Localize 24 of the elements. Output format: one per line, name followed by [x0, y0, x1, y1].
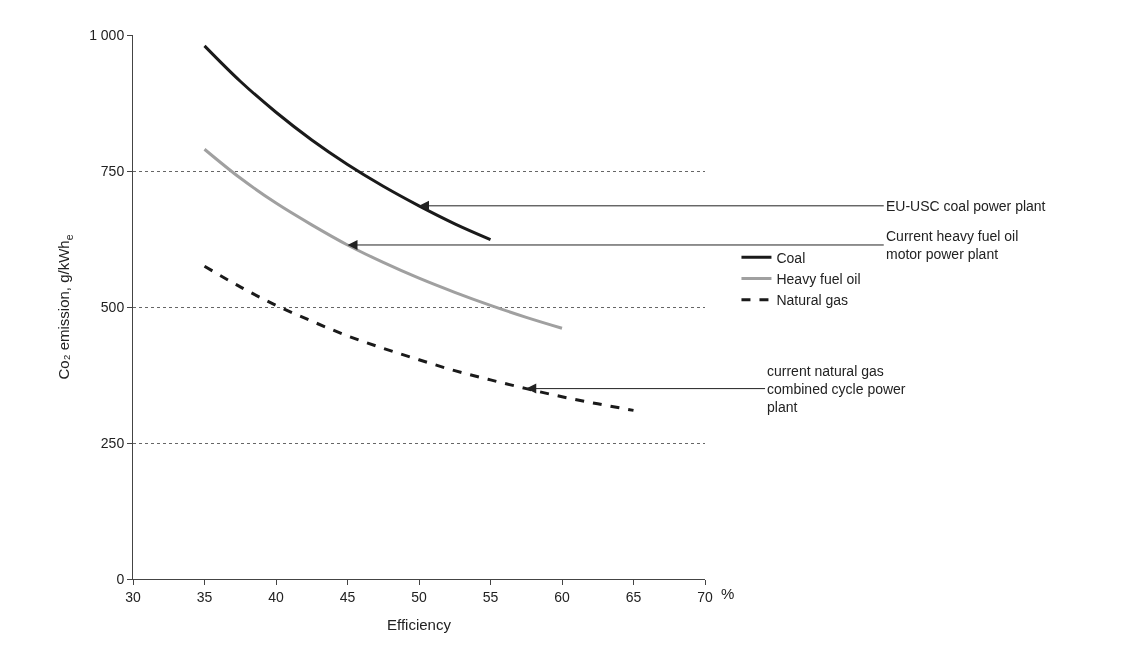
x-tick-label: 30 [125, 588, 141, 605]
legend-label: Heavy fuel oil [776, 270, 861, 287]
y-tick-label: 500 [100, 298, 125, 315]
x-tick-label: 50 [411, 588, 427, 605]
y-tick-label: 1 000 [89, 26, 125, 43]
x-tick-label: 65 [625, 588, 642, 605]
annotation: EU-USC coal power plant [886, 198, 1046, 214]
legend-label: Natural gas [776, 292, 849, 309]
text: % [721, 585, 735, 602]
line-series [203, 147, 564, 330]
x-tick-label: 55 [482, 588, 499, 605]
x-tick-label: 60 [554, 588, 570, 605]
x-tick-label: 70 [697, 588, 713, 605]
y-tick-label: 250 [100, 434, 125, 451]
line-series [203, 44, 492, 242]
y-tick-label: 0 [116, 570, 125, 587]
x-tick-label: 35 [196, 588, 213, 605]
annotation: current natural gas combined cycle power plant [767, 363, 906, 416]
annotation: Current heavy fuel oil motor power plant [886, 228, 1019, 263]
x-tick-label: 40 [268, 588, 284, 605]
y-tick-label: 750 [100, 162, 125, 179]
x-tick-label: 45 [339, 588, 356, 605]
x-axis-title: Efficiency [387, 615, 452, 633]
legend-label: Coal [776, 249, 806, 266]
